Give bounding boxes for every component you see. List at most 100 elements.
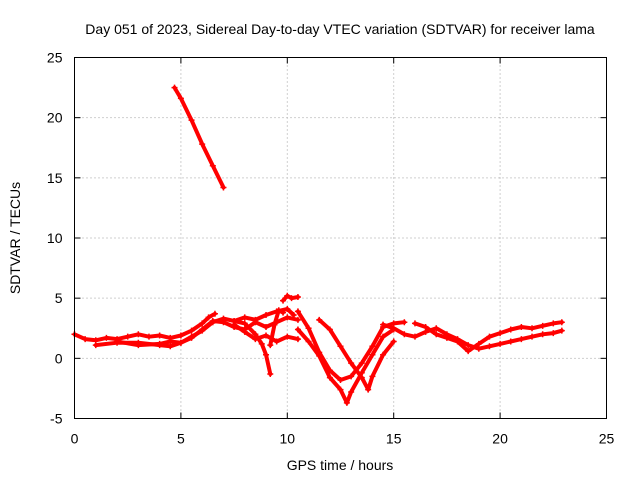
x-tick-label: 0 <box>71 431 79 447</box>
data-point <box>267 342 274 349</box>
data-point <box>188 334 195 341</box>
data-point <box>358 360 365 367</box>
data-point <box>380 333 387 340</box>
data-point <box>273 338 280 345</box>
data-point <box>343 399 350 406</box>
data-point <box>263 332 270 339</box>
data-point <box>348 389 355 396</box>
data-point <box>411 333 418 340</box>
data-point <box>294 326 301 333</box>
x-tick-label: 15 <box>386 431 402 447</box>
data-point <box>486 343 493 350</box>
data-point <box>529 333 536 340</box>
data-point <box>135 331 142 338</box>
data-point <box>188 117 195 124</box>
data-point <box>220 184 227 191</box>
data-point <box>205 314 212 321</box>
data-point <box>326 374 333 381</box>
chart-title: Day 051 of 2023, Sidereal Day-to-day VTE… <box>85 21 595 37</box>
data-point <box>390 338 397 345</box>
data-point <box>433 331 440 338</box>
y-tick-label: -5 <box>50 411 63 427</box>
data-point <box>369 373 376 380</box>
data-point <box>348 360 355 367</box>
data-point <box>188 327 195 334</box>
data-point <box>284 314 291 321</box>
data-point <box>380 351 387 358</box>
data-point <box>156 332 163 339</box>
data-point <box>199 141 206 148</box>
data-point <box>280 309 287 316</box>
data-point <box>135 342 142 349</box>
series-sat-k <box>316 316 397 393</box>
data-point <box>497 340 504 347</box>
data-point <box>199 326 206 333</box>
axis-ticks <box>74 57 607 419</box>
series-line <box>115 315 300 348</box>
data-point <box>507 326 514 333</box>
data-point <box>167 338 174 345</box>
data-point <box>103 334 110 341</box>
x-tick-label: 20 <box>492 431 508 447</box>
data-point <box>486 333 493 340</box>
data-point <box>294 336 301 343</box>
data-point <box>316 316 323 323</box>
data-point <box>241 314 248 321</box>
y-tick-label: 15 <box>47 170 63 186</box>
data-point <box>497 330 504 337</box>
series-sat-h <box>280 292 301 304</box>
series-line <box>281 293 300 303</box>
series-sat-j <box>294 326 397 406</box>
data-point <box>241 328 248 335</box>
data-point <box>284 305 291 312</box>
data-point <box>294 293 301 300</box>
data-point <box>422 324 429 331</box>
data-point <box>550 320 557 327</box>
data-point <box>263 351 270 358</box>
data-point <box>209 162 216 169</box>
data-point <box>507 338 514 345</box>
y-tick-label: 25 <box>47 50 63 66</box>
y-tick-label: 5 <box>55 290 63 306</box>
data-point <box>539 322 546 329</box>
data-point <box>280 297 287 304</box>
data-point <box>209 318 216 325</box>
data-point <box>294 316 301 323</box>
data-point <box>433 325 440 332</box>
data-point <box>518 324 525 331</box>
data-point <box>284 333 291 340</box>
series-sat-c <box>114 314 301 349</box>
data-point <box>401 331 408 338</box>
y-tick-label: 10 <box>47 230 63 246</box>
y-axis-label: SDTVAR / TECUs <box>7 182 23 294</box>
data-point <box>358 374 365 381</box>
data-point <box>241 320 248 327</box>
data-point <box>369 343 376 350</box>
grid-lines <box>74 57 607 419</box>
data-point <box>558 327 565 334</box>
data-point <box>390 325 397 332</box>
data-point <box>177 332 184 339</box>
data-point <box>124 333 131 340</box>
data-point <box>443 334 450 341</box>
data-point <box>337 343 344 350</box>
x-tick-label: 25 <box>599 431 615 447</box>
data-point <box>156 340 163 347</box>
series-sat-m <box>411 319 565 355</box>
data-point <box>252 319 259 326</box>
data-point <box>337 376 344 383</box>
data-point <box>220 319 227 326</box>
data-point <box>316 352 323 359</box>
data-point <box>465 342 472 349</box>
data-point <box>305 338 312 345</box>
data-point <box>171 84 178 91</box>
data-point <box>550 330 557 337</box>
tick-labels: 0 5 10 15 20 25 -5 0 5 10 15 20 25 <box>47 50 615 447</box>
data-point <box>267 370 274 377</box>
data-point <box>199 320 206 327</box>
data-point <box>177 339 184 346</box>
series-line <box>268 308 285 348</box>
data-point <box>518 336 525 343</box>
